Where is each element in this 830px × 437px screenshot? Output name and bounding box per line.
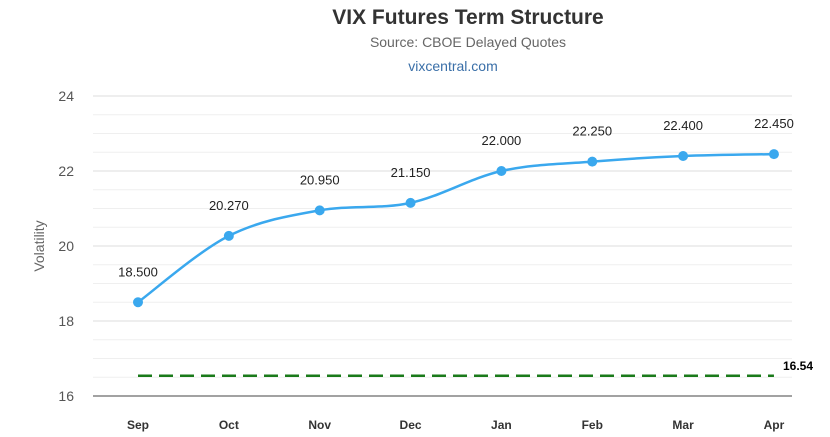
data-label: 22.250 — [572, 124, 612, 139]
x-tick-label: Dec — [400, 418, 422, 432]
data-point — [496, 166, 507, 176]
data-label: 22.400 — [663, 118, 703, 133]
data-point — [587, 156, 598, 167]
y-axis-title: Volatility — [31, 220, 47, 271]
data-point — [768, 149, 779, 160]
chart-credit-link[interactable]: vixcentral.com — [408, 58, 498, 74]
y-tick-label: 24 — [58, 88, 74, 104]
data-label: 20.950 — [300, 172, 340, 187]
y-tick-label: 22 — [58, 163, 74, 179]
data-point — [405, 197, 416, 208]
series-line — [137, 152, 774, 304]
y-tick-label: 18 — [58, 313, 74, 329]
data-label: 22.450 — [754, 116, 794, 131]
x-tick-label: Mar — [672, 418, 694, 432]
x-tick-label: Oct — [219, 418, 239, 432]
x-tick-label: Nov — [308, 418, 331, 432]
data-point — [314, 205, 325, 216]
chart-title: VIX Futures Term Structure — [332, 6, 604, 29]
data-label: 18.500 — [118, 264, 158, 279]
data-point — [223, 230, 234, 241]
chart-subtitle: Source: CBOE Delayed Quotes — [369, 34, 567, 50]
reference-line-label: 16.54 — [783, 359, 813, 373]
x-tick-label: Apr — [764, 418, 785, 432]
data-point — [133, 297, 143, 308]
x-tick-label: Sep — [127, 418, 149, 432]
data-label: 21.150 — [391, 165, 431, 180]
y-tick-label: 20 — [58, 238, 74, 254]
data-label: 22.000 — [482, 133, 522, 148]
y-tick-label: 16 — [58, 388, 74, 404]
data-label: 20.270 — [209, 198, 249, 213]
x-tick-label: Feb — [582, 418, 603, 432]
data-point — [678, 151, 689, 161]
x-tick-label: Jan — [491, 418, 512, 432]
